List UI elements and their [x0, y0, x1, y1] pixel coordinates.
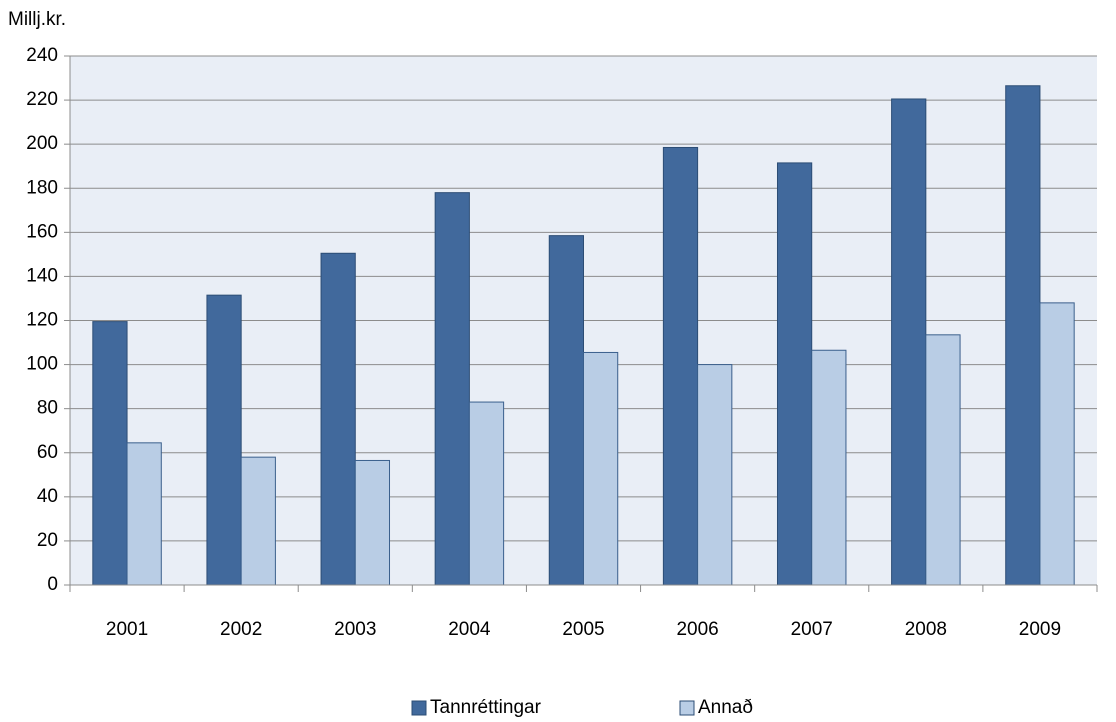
bar: [811, 349, 847, 586]
bar: [583, 351, 619, 586]
y-tick-label: 20: [37, 530, 58, 551]
bar: [662, 146, 699, 586]
bar: [776, 162, 813, 586]
x-tick-label: 2001: [106, 619, 148, 640]
x-tick-label: 2006: [676, 619, 718, 640]
y-tick-label: 80: [37, 398, 58, 419]
legend-swatch: [411, 700, 427, 716]
y-tick-label: 220: [26, 89, 58, 110]
x-tick-label: 2009: [1019, 619, 1061, 640]
bar: [434, 192, 470, 586]
bar: [891, 98, 927, 586]
bar: [240, 456, 276, 586]
legend-label: Annað: [698, 697, 753, 718]
x-tick-label: 2005: [562, 619, 604, 640]
bar: [697, 364, 733, 586]
bar: [206, 294, 242, 586]
bar: [548, 235, 584, 586]
y-tick-label: 140: [26, 265, 58, 286]
bar: [468, 401, 505, 586]
y-tick-label: 120: [26, 310, 58, 331]
y-tick-label: 60: [37, 442, 58, 463]
x-tick-label: 2007: [791, 619, 833, 640]
y-tick-label: 100: [26, 354, 58, 375]
bar: [126, 442, 162, 586]
y-axis-label: Millj.kr.: [8, 9, 66, 30]
x-tick-label: 2003: [334, 619, 376, 640]
bar: [1039, 302, 1075, 586]
bar: [1005, 85, 1041, 586]
legend-swatch: [679, 700, 695, 716]
bar: [320, 252, 356, 586]
x-tick-label: 2008: [905, 619, 947, 640]
y-tick-label: 0: [47, 574, 58, 595]
bar: [354, 459, 391, 586]
bar: [92, 321, 128, 586]
x-tick-label: 2002: [220, 619, 262, 640]
y-tick-label: 40: [37, 486, 58, 507]
bar: [925, 334, 961, 586]
y-tick-label: 200: [26, 133, 58, 154]
x-tick-label: 2004: [448, 619, 491, 640]
y-tick-label: 160: [26, 221, 58, 242]
legend-label: Tannréttingar: [430, 697, 542, 718]
y-tick-label: 180: [26, 177, 58, 198]
y-tick-label: 240: [26, 45, 58, 66]
